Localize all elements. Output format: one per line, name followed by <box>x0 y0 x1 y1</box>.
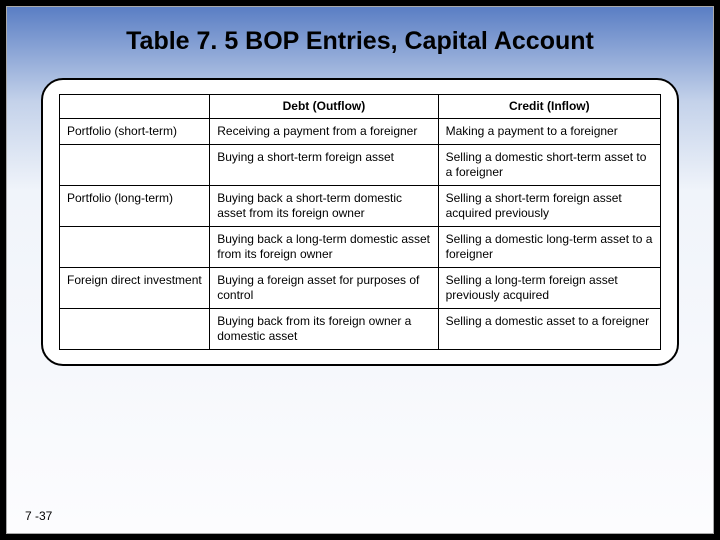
cell-credit: Selling a domestic long-term asset to a … <box>438 227 660 268</box>
header-credit: Credit (Inflow) <box>438 95 660 119</box>
slide-title: Table 7. 5 BOP Entries, Capital Account <box>37 27 683 56</box>
header-debt: Debt (Outflow) <box>210 95 438 119</box>
cell-credit: Selling a long-term foreign asset previo… <box>438 268 660 309</box>
cell-credit: Making a payment to a foreigner <box>438 119 660 145</box>
cell-debt: Buying back a short-term domestic asset … <box>210 186 438 227</box>
table-row: Buying back from its foreign owner a dom… <box>60 309 661 350</box>
table-row: Foreign direct investment Buying a forei… <box>60 268 661 309</box>
bop-table: Debt (Outflow) Credit (Inflow) Portfolio… <box>59 94 661 350</box>
cell-debt: Buying a foreign asset for purposes of c… <box>210 268 438 309</box>
cell-category <box>60 309 210 350</box>
slide-number: 7 -37 <box>25 509 52 523</box>
table-container: Debt (Outflow) Credit (Inflow) Portfolio… <box>41 78 679 366</box>
cell-category: Portfolio (short-term) <box>60 119 210 145</box>
table-row: Buying a short-term foreign asset Sellin… <box>60 145 661 186</box>
cell-debt: Buying back from its foreign owner a dom… <box>210 309 438 350</box>
table-header-row: Debt (Outflow) Credit (Inflow) <box>60 95 661 119</box>
cell-credit: Selling a domestic asset to a foreigner <box>438 309 660 350</box>
cell-credit: Selling a domestic short-term asset to a… <box>438 145 660 186</box>
table-row: Portfolio (short-term) Receiving a payme… <box>60 119 661 145</box>
header-category <box>60 95 210 119</box>
table-row: Buying back a long-term domestic asset f… <box>60 227 661 268</box>
cell-category: Foreign direct investment <box>60 268 210 309</box>
cell-debt: Buying back a long-term domestic asset f… <box>210 227 438 268</box>
cell-category <box>60 145 210 186</box>
cell-category <box>60 227 210 268</box>
cell-debt: Receiving a payment from a foreigner <box>210 119 438 145</box>
cell-debt: Buying a short-term foreign asset <box>210 145 438 186</box>
cell-category: Portfolio (long-term) <box>60 186 210 227</box>
slide: Table 7. 5 BOP Entries, Capital Account … <box>6 6 714 534</box>
table-row: Portfolio (long-term) Buying back a shor… <box>60 186 661 227</box>
cell-credit: Selling a short-term foreign asset acqui… <box>438 186 660 227</box>
